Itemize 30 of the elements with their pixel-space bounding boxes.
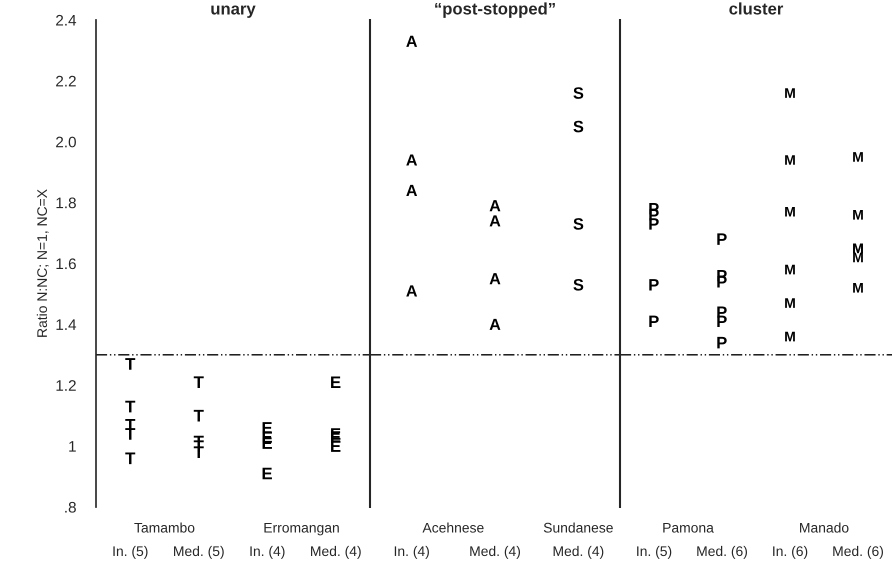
x-tick-label: Med. (4): [554, 546, 604, 559]
x-tick-label: Med. (6): [833, 546, 883, 559]
chart-title: unary: [211, 5, 256, 18]
x-tick-label: In. (5): [637, 546, 672, 559]
y-tick-label: .8: [65, 502, 76, 513]
y-tick-label: 2.4: [56, 14, 76, 26]
text: Manado: [800, 522, 849, 533]
text: Sundanese: [544, 522, 613, 533]
y-tick-label: 1.4: [56, 319, 76, 330]
text: Pamona: [663, 522, 714, 533]
text: Erromangan: [264, 522, 339, 536]
y-tick-label: 1.2: [56, 380, 76, 391]
x-tick-label: Med. (6): [697, 546, 747, 559]
x-tick-label: In. (5): [113, 546, 148, 559]
x-tick-label: Med. (4): [311, 546, 361, 559]
y-tick-label: 2.2: [56, 76, 76, 86]
chart-title: “post-stopped”: [435, 2, 555, 18]
x-tick-label: Med. (4): [470, 546, 520, 559]
y-tick-label: 1.8: [56, 197, 76, 208]
text: Acehnese: [422, 522, 484, 533]
y-tick-label: 2.0: [56, 136, 76, 148]
x-tick-label: Med. (5): [174, 546, 224, 559]
y-axis-title: Ratio N:NC; N=1, NC=X: [36, 189, 49, 337]
x-tick-label: In. (4): [394, 546, 429, 559]
chart-title: cluster: [729, 2, 784, 15]
text: Tamambo: [134, 522, 194, 533]
y-tick-label: 1: [69, 441, 76, 452]
x-tick-label: In. (6): [773, 546, 808, 559]
x-tick-label: In. (4): [250, 546, 285, 559]
y-tick-label: 1.6: [56, 258, 76, 270]
